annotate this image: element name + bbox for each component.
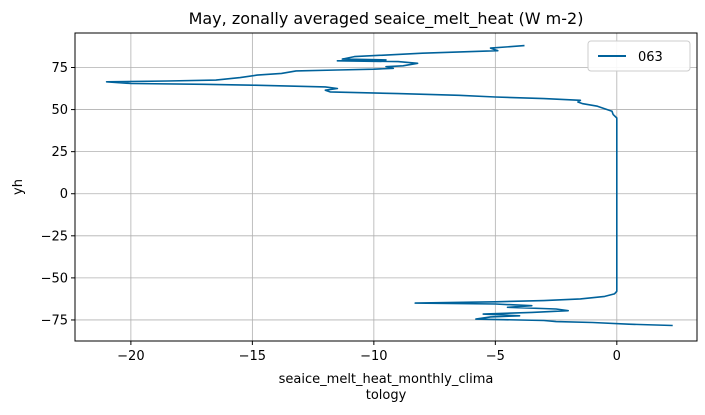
- x-axis-label-line2: tology: [366, 388, 407, 403]
- series-line-063: [105, 44, 673, 327]
- plot-frame: [74, 32, 698, 342]
- y-tick-label: 0: [60, 187, 68, 202]
- y-tick-label: −25: [41, 229, 68, 244]
- y-tick-label: 25: [51, 145, 68, 160]
- grid-layer: [75, 33, 697, 341]
- legend: 063: [587, 40, 691, 72]
- y-tick-label: 50: [51, 103, 68, 118]
- x-tick-label: −10: [360, 349, 387, 364]
- legend-box: [587, 40, 691, 72]
- legend-series-label: 063: [638, 50, 663, 65]
- x-axis-label-line1: seaice_melt_heat_monthly_clima: [279, 372, 494, 387]
- x-tick-label: −5: [486, 349, 505, 364]
- y-tick-label: −50: [41, 271, 68, 286]
- plot-layer: [105, 44, 673, 327]
- chart-title: May, zonally averaged seaice_melt_heat (…: [189, 9, 584, 29]
- x-tick-label: 0: [613, 349, 621, 364]
- y-tick-label: −75: [41, 313, 68, 328]
- x-tick-label: −20: [117, 349, 144, 364]
- y-tick-label: 75: [51, 61, 68, 76]
- y-axis-label: yh: [11, 179, 26, 195]
- x-tick-label: −15: [239, 349, 266, 364]
